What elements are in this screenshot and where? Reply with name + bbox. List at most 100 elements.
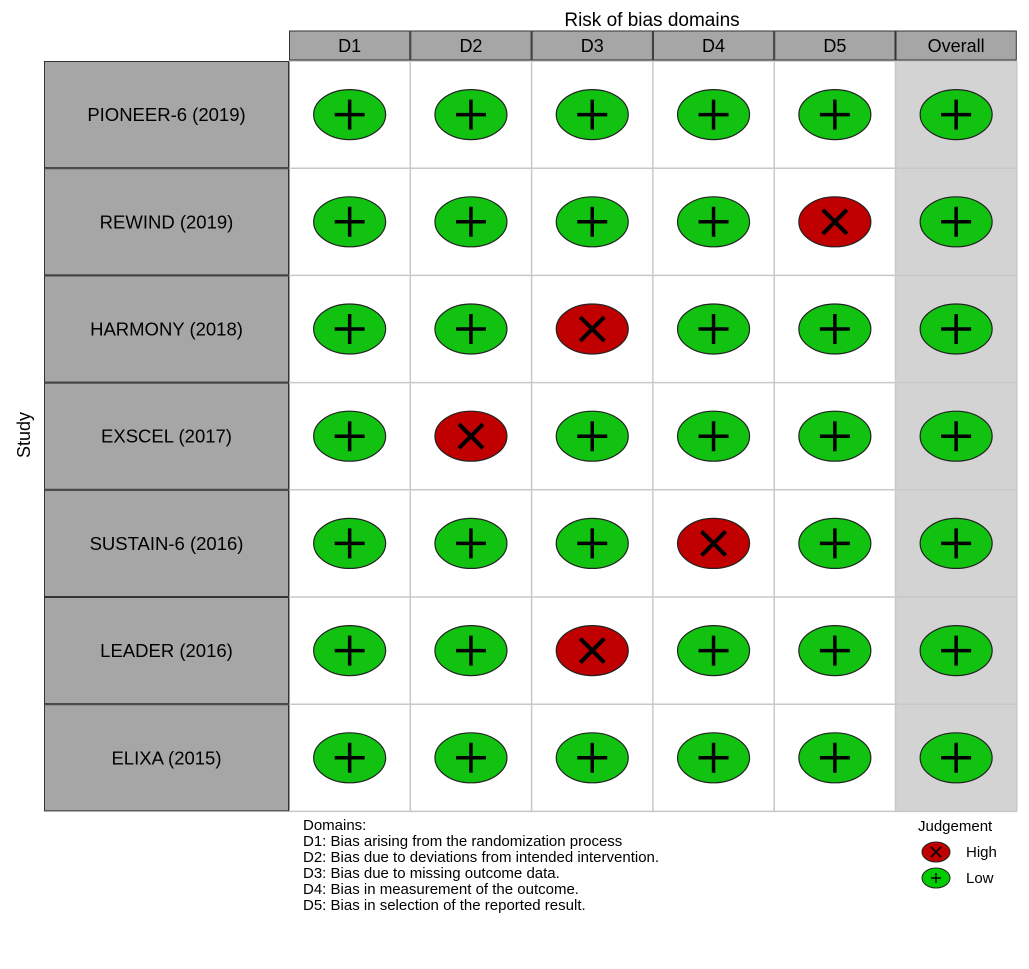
mark-rewind-2019-d3-low	[555, 196, 629, 248]
mark-rewind-2019-overall-low	[919, 196, 993, 248]
plus-icon	[455, 635, 486, 666]
plus-icon	[698, 635, 729, 666]
mark-harmony-2018-d3-high	[555, 303, 629, 355]
mark-elixa-2015-overall-low	[919, 732, 993, 784]
mark-sustain-6-2016-d2-low	[434, 517, 508, 570]
plus-icon	[941, 528, 972, 559]
mark-exscel-2017-d2-high	[434, 410, 508, 462]
mark-pioneer-6-2019-d3-low	[555, 88, 629, 141]
row-label-harmony-2018: HARMONY (2018)	[90, 319, 243, 340]
mark-elixa-2015-d2-low	[434, 732, 508, 784]
judgement-legend: Judgement High Low	[918, 818, 997, 889]
mark-leader-2016-d4-low	[676, 624, 751, 677]
mark-pioneer-6-2019-overall-low	[919, 88, 993, 141]
plus-icon	[577, 206, 608, 237]
plus-icon	[577, 421, 608, 452]
mark-leader-2016-d2-low	[434, 624, 508, 677]
plus-icon	[334, 314, 365, 344]
row-label-pioneer-6-2019: PIONEER-6 (2019)	[87, 104, 245, 125]
domain-description-2: D2: Bias due to deviations from intended…	[303, 849, 659, 866]
mark-pioneer-6-2019-d4-low	[676, 88, 751, 141]
mark-harmony-2018-overall-low	[919, 303, 993, 355]
plus-icon	[698, 314, 729, 344]
mark-rewind-2019-d5-high	[798, 196, 872, 248]
plus-icon	[334, 635, 365, 666]
row-label-cell	[44, 61, 289, 169]
column-headers: D1 D2 D3 D4 D5 Overall	[289, 30, 1017, 61]
header-label-d5: D5	[823, 36, 846, 56]
row-label-cell	[44, 275, 289, 383]
legend-plus-icon	[931, 873, 941, 883]
x-icon	[578, 315, 606, 343]
plus-icon	[941, 635, 972, 666]
mark-harmony-2018-d4-low	[676, 303, 751, 355]
mark-sustain-6-2016-d5-low	[798, 517, 872, 570]
mark-elixa-2015-d5-low	[798, 732, 872, 784]
plus-icon	[941, 742, 972, 773]
x-icon	[578, 637, 606, 665]
plus-icon	[334, 528, 365, 559]
plus-icon	[577, 742, 608, 773]
header-cell-d1	[289, 30, 411, 61]
x-icon	[457, 422, 485, 450]
plus-icon	[334, 421, 365, 452]
mark-elixa-2015-d3-low	[555, 732, 629, 784]
plus-icon	[334, 99, 365, 130]
mark-pioneer-6-2019-d2-low	[434, 88, 508, 141]
plus-icon	[819, 635, 850, 666]
mark-rewind-2019-d1-low	[313, 196, 387, 248]
plus-icon	[698, 742, 729, 773]
header-cell-d3	[531, 30, 653, 61]
plus-icon	[334, 742, 365, 773]
grid-layer	[288, 60, 1018, 813]
mark-elixa-2015-d4-low	[676, 732, 751, 784]
mark-pioneer-6-2019-d5-low	[798, 88, 872, 141]
domain-description-4: D4: Bias in measurement of the outcome.	[303, 881, 579, 898]
plus-icon	[819, 314, 850, 344]
judgement-marks	[313, 88, 993, 784]
domains-heading: Domains:	[303, 817, 366, 834]
plus-icon	[819, 742, 850, 773]
mark-sustain-6-2016-d4-high	[676, 517, 751, 570]
plus-icon	[577, 528, 608, 559]
mark-sustain-6-2016-d3-low	[555, 517, 629, 570]
header-cell-d4	[652, 30, 775, 61]
legend-title: Judgement	[918, 818, 993, 835]
mark-pioneer-6-2019-d1-low	[313, 88, 387, 141]
mark-harmony-2018-d1-low	[313, 303, 387, 355]
mark-harmony-2018-d5-low	[798, 303, 872, 355]
y-axis-label: Study	[14, 412, 34, 458]
header-cell-d2	[410, 30, 532, 61]
plus-icon	[698, 99, 729, 130]
mark-exscel-2017-d4-low	[676, 410, 751, 462]
x-icon	[700, 529, 727, 557]
header-label-d4: D4	[702, 36, 725, 56]
header-label-d2: D2	[459, 36, 482, 56]
mark-exscel-2017-overall-low	[919, 410, 993, 462]
mark-leader-2016-d3-high	[555, 624, 629, 677]
mark-rewind-2019-d4-low	[676, 196, 751, 248]
row-labels: PIONEER-6 (2019) REWIND (2019) HARMONY (20…	[44, 61, 289, 812]
row-label-cell	[44, 597, 289, 705]
row-label-cell	[44, 704, 289, 812]
plus-icon	[819, 421, 850, 452]
x-icon	[821, 208, 849, 236]
header-cell-d5	[774, 30, 896, 61]
header-label-d3: D3	[581, 36, 604, 56]
row-label-elixa-2015: ELIXA (2015)	[111, 747, 221, 768]
plus-icon	[941, 206, 972, 237]
plus-icon	[455, 206, 486, 237]
plus-icon	[455, 99, 486, 130]
row-label-cell	[44, 489, 289, 597]
plus-icon	[819, 99, 850, 130]
domains-legend: Domains: D1: Bias arising from the rando…	[303, 817, 659, 914]
row-label-leader-2016: LEADER (2016)	[100, 640, 233, 661]
plus-icon	[819, 528, 850, 559]
mark-leader-2016-d5-low	[798, 624, 872, 677]
domain-description-1: D1: Bias arising from the randomization …	[303, 833, 622, 850]
mark-exscel-2017-d5-low	[798, 410, 872, 462]
mark-rewind-2019-d2-low	[434, 196, 508, 248]
mark-elixa-2015-d1-low	[313, 732, 387, 784]
row-label-cell	[44, 382, 289, 490]
